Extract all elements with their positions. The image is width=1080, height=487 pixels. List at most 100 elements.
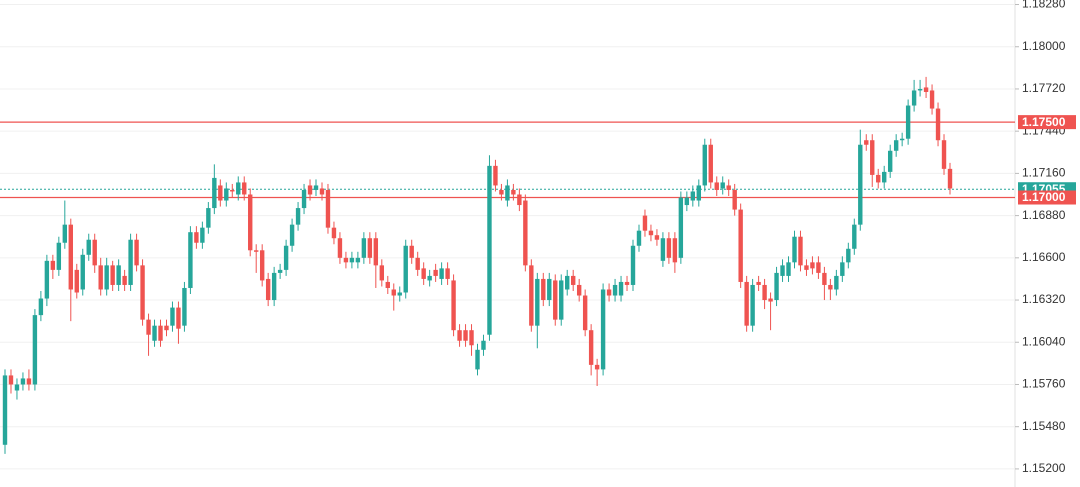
y-tick-label: 1.17720 [1022,81,1066,95]
candle-body [887,150,893,172]
candle-body [684,197,690,206]
candle-body [445,268,450,279]
candle-body [98,265,103,290]
y-tick-label: 1.15480 [1022,419,1066,433]
candle-body [666,238,672,258]
candle-body [505,185,510,201]
candle-body [337,238,343,258]
candle-body [929,90,935,109]
candle-body [810,262,815,269]
candle-body [696,185,701,201]
candle-body [325,189,331,228]
candle-body [421,268,426,279]
candle-body [935,108,941,141]
candle-body [487,165,492,335]
candle-body [230,189,235,192]
candle-body [511,189,516,195]
candle-body [248,194,253,251]
candle-body [218,185,223,201]
candle-body [708,144,713,183]
candle-body [756,281,761,285]
candle-body [343,257,349,263]
candle-body [672,238,678,263]
candle-body [828,284,833,290]
candle-body [212,177,217,209]
candle-body [289,224,295,246]
y-tick-label: 1.17160 [1022,166,1066,180]
candle-body [254,250,259,252]
candle-body [259,250,265,281]
candle-body [923,87,929,92]
y-tick-label: 1.15760 [1022,377,1066,391]
candle-body [146,319,151,335]
candle-body [44,260,50,299]
candle-body [2,375,8,445]
candle-body [20,378,26,385]
candle-body [307,185,313,195]
candle-body [182,287,187,326]
candle-body [361,238,367,258]
candle-body [876,174,881,183]
candle-body [732,189,737,210]
candle-body [529,265,534,326]
candle-body [188,232,193,288]
candle-body [690,191,696,201]
candle-body [164,325,169,331]
candle-body [283,245,289,270]
candle-body [541,278,546,301]
candle-body [8,375,14,385]
candle-body [678,197,684,258]
price-label-box [1018,115,1076,130]
candle-body [600,289,606,370]
candle-body [576,284,582,296]
candle-body [660,238,666,261]
candle-body [899,138,905,141]
candle-body [110,265,115,285]
y-tick-label: 1.18000 [1022,39,1066,53]
candle-body [385,281,390,288]
candle-body [457,330,462,341]
candle-body [242,182,247,195]
candle-body [624,281,630,285]
candle-body [630,245,636,285]
y-tick-label: 1.16600 [1022,250,1066,264]
candle-body [50,260,56,270]
candle-body [158,325,163,341]
candle-body [780,265,785,276]
candle-body [882,171,887,183]
candle-body [128,239,133,285]
candle-body [612,284,618,296]
y-tick-label: 1.16880 [1022,208,1066,222]
candle-body [451,280,456,331]
candle-body [373,238,379,266]
candle-body [277,269,283,273]
candle-body [122,275,127,285]
candle-body [864,140,869,145]
candle-body [38,298,44,316]
candle-body [206,208,211,228]
candle-body [224,188,229,201]
candle-body [355,257,361,263]
y-tick-label: 1.16320 [1022,292,1066,306]
candle-body [523,200,528,266]
candle-body [768,298,773,302]
candle-body [265,278,271,301]
candle-body [744,281,749,326]
candle-body [493,165,498,186]
candle-body [893,140,899,151]
candle-body [427,275,432,281]
candle-body [62,224,68,243]
candle-body [618,281,624,296]
candle-body [559,280,564,320]
candle-body [905,105,911,139]
candle-body [409,245,414,258]
candle-body [194,232,199,243]
candle-body [816,262,821,273]
candle-body [469,330,474,346]
candle-body [56,242,62,270]
candle-body [726,185,731,190]
candle-body [870,140,875,175]
candle-body [397,292,402,296]
candle-body [582,295,588,331]
